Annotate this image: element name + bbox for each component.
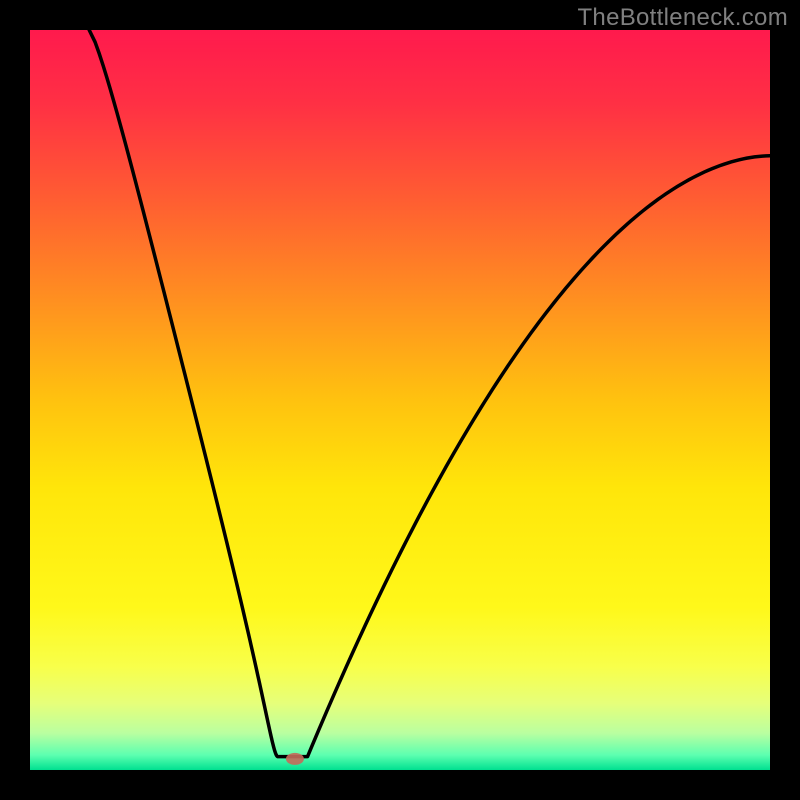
gradient-panel [30, 30, 770, 770]
chart-svg [0, 0, 800, 800]
chart-stage: TheBottleneck.com [0, 0, 800, 800]
watermark-text: TheBottleneck.com [577, 4, 788, 32]
valley-marker [286, 753, 304, 765]
